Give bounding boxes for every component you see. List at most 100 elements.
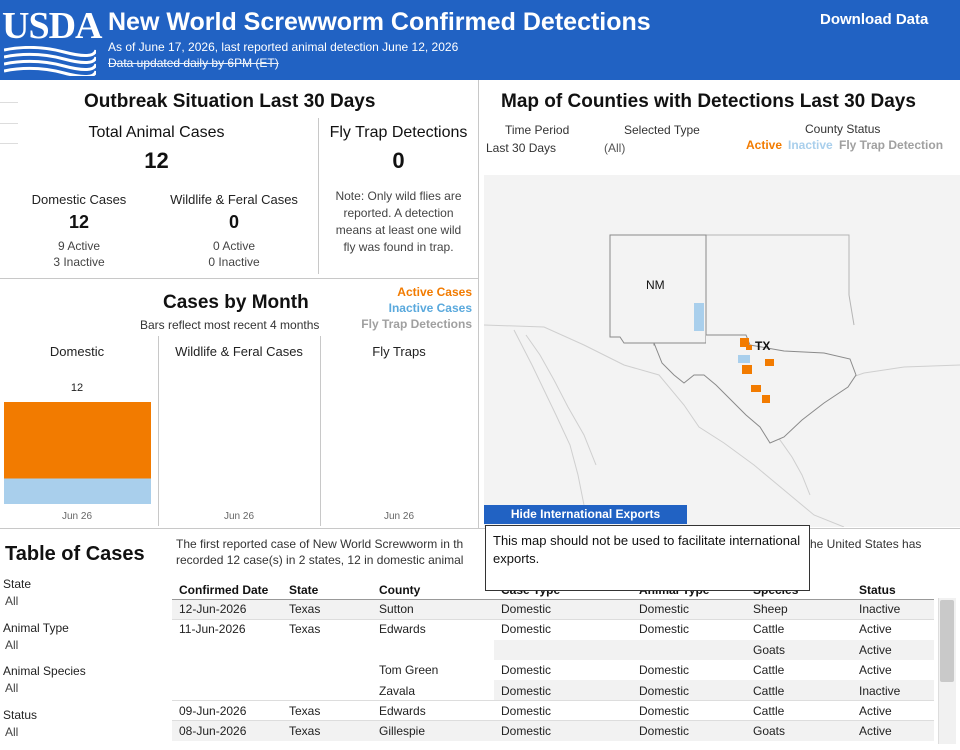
bar-inactive-segment[interactable]	[4, 478, 151, 505]
total-cases-label: Total Animal Cases	[88, 124, 225, 141]
cell-county: Edwards	[379, 622, 426, 636]
fly-note-line: Note: Only wild flies are	[335, 189, 462, 203]
fly-trap-label: Fly Trap Detections	[329, 124, 468, 141]
cell-status: Active	[859, 622, 892, 636]
cell-state: Texas	[289, 724, 321, 738]
row-shade	[172, 721, 934, 741]
neighbor-state-outline	[706, 234, 850, 295]
fly-note-line: means at least one wild	[335, 223, 462, 237]
status-active-legend[interactable]: Active	[746, 138, 783, 152]
status-fly-legend[interactable]: Fly Trap Detection	[839, 138, 944, 152]
row-rule	[172, 700, 934, 701]
cell-animal-type: Domestic	[639, 704, 690, 718]
table-scrollbar-thumb[interactable]	[940, 600, 954, 682]
fly-divider	[318, 118, 319, 274]
panel-wildlife-label: Wildlife & Feral Cases	[175, 344, 303, 359]
cell-date: 08-Jun-2026	[179, 724, 247, 738]
cell-status: Active	[859, 724, 892, 738]
neighbor-state-outline	[848, 294, 855, 326]
col-state[interactable]: State	[289, 583, 319, 597]
header-bar: USDA New World Screwworm Confirmed Detec…	[0, 0, 960, 80]
cell-species: Goats	[753, 643, 786, 657]
domestic-active: 9 Active	[57, 239, 101, 253]
tx-active-county[interactable]	[762, 395, 770, 403]
panel-flytraps-label: Fly Traps	[372, 344, 426, 359]
cell-animal-type: Domestic	[639, 684, 690, 698]
filter-animal-type-label: Animal Type	[3, 621, 69, 635]
cases-by-month-subtitle: Bars reflect most recent 4 months	[140, 318, 320, 332]
cell-status: Active	[859, 663, 892, 677]
status-inactive-legend[interactable]: Inactive	[788, 138, 833, 152]
tx-inactive-county[interactable]	[738, 355, 750, 363]
table-intro-right: he United States has	[810, 537, 922, 551]
county-map[interactable]: NM TX	[484, 175, 960, 527]
filter-state-value[interactable]: All	[5, 594, 19, 608]
hide-international-exports-button[interactable]: Hide International Exports	[484, 505, 687, 524]
texas-shape[interactable]	[653, 245, 857, 444]
wildlife-inactive: 0 Inactive	[208, 255, 260, 269]
cell-status: Active	[859, 704, 892, 718]
filter-status-value[interactable]: All	[5, 725, 19, 739]
filter-animal-species-value[interactable]: All	[5, 681, 19, 695]
filter-animal-type-value[interactable]: All	[5, 638, 19, 652]
county-status-label: County Status	[805, 122, 881, 136]
tx-active-county[interactable]	[740, 338, 749, 347]
left-stub-2	[0, 143, 18, 144]
situation-title: Outbreak Situation Last 30 Days	[84, 91, 376, 112]
usda-logo-waves	[4, 46, 96, 76]
time-period-label: Time Period	[505, 123, 570, 137]
cell-date: 09-Jun-2026	[179, 704, 247, 718]
row-rule	[172, 619, 934, 620]
cell-case-type: Domestic	[501, 622, 552, 636]
cell-species: Cattle	[753, 704, 785, 718]
cell-animal-type: Domestic	[639, 724, 690, 738]
time-period-filter[interactable]: Last 30 Days	[486, 141, 557, 155]
col-county[interactable]: County	[379, 583, 421, 597]
cell-case-type: Domestic	[501, 602, 552, 616]
cases-by-month-title: Cases by Month	[163, 292, 309, 313]
selected-type-filter[interactable]: (All)	[604, 141, 626, 155]
col-confirmed-date[interactable]: Confirmed Date	[179, 583, 269, 597]
cell-status: Active	[859, 643, 892, 657]
cell-case-type: Domestic	[501, 704, 552, 718]
mexico-border-outline	[484, 324, 845, 527]
situation-divider	[0, 278, 478, 279]
cell-county: Edwards	[379, 704, 426, 718]
fly-trap-note: Note: Only wild flies are reported. A de…	[322, 188, 475, 256]
tx-active-county[interactable]	[746, 345, 752, 350]
table-intro-line2: recorded 12 case(s) in 2 states, 12 in d…	[176, 553, 464, 567]
total-cases-value: 12	[144, 148, 169, 173]
nm-inactive-county[interactable]	[694, 303, 704, 331]
bar-active-segment[interactable]	[4, 402, 151, 479]
legend-inactive-cases: Inactive Cases	[388, 301, 472, 315]
cell-date: 12-Jun-2026	[179, 602, 247, 616]
usda-logo[interactable]: USDA	[2, 6, 102, 76]
row-rule	[172, 720, 934, 721]
bar-total-label: 12	[71, 382, 83, 394]
cell-status: Inactive	[859, 602, 901, 616]
chart-divider-1	[158, 336, 159, 526]
tx-active-county[interactable]	[765, 359, 774, 366]
page-title: New World Screwworm Confirmed Detections	[108, 8, 651, 36]
fly-note-line: fly was found in trap.	[343, 240, 454, 254]
wildlife-active: 0 Active	[212, 239, 256, 253]
domestic-cases-label: Domestic Cases	[31, 192, 127, 207]
cell-species: Goats	[753, 724, 786, 738]
x-label-flytraps: Jun 26	[383, 511, 415, 522]
col-status[interactable]: Status	[859, 583, 896, 597]
cell-state: Texas	[289, 622, 321, 636]
cell-animal-type: Domestic	[639, 622, 690, 636]
cell-county: Sutton	[379, 602, 414, 616]
download-data-button[interactable]: Download Data	[820, 11, 929, 28]
table-header-rule	[172, 599, 934, 600]
update-schedule-text: Data updated daily by 6PM (ET)	[108, 56, 279, 70]
gulf-california-outline	[525, 334, 597, 466]
fly-note-line: reported. A detection	[343, 206, 454, 220]
tx-active-county[interactable]	[751, 385, 761, 392]
tx-active-county[interactable]	[742, 365, 752, 374]
filter-status-label: Status	[3, 708, 38, 722]
cell-case-type: Domestic	[501, 663, 552, 677]
fly-trap-value: 0	[392, 148, 405, 173]
left-stub-top	[0, 102, 18, 103]
cell-case-type: Domestic	[501, 724, 552, 738]
